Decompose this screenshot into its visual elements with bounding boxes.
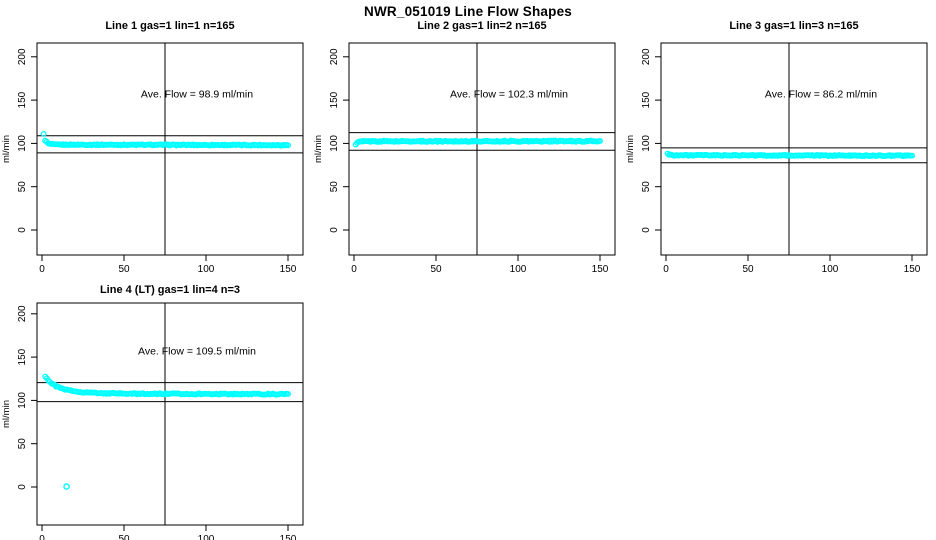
flow-point: [285, 391, 291, 397]
panel-title: Line 2 gas=1 lin=2 n=165: [417, 20, 546, 32]
y-tick-label: 0: [17, 227, 28, 233]
y-tick-label: 0: [641, 227, 652, 233]
panel-title: Line 4 (LT) gas=1 lin=4 n=3: [100, 284, 240, 296]
x-tick-label: 100: [198, 264, 215, 275]
plot-box: [36, 42, 304, 256]
y-tick-label: 0: [17, 484, 28, 490]
x-tick-label: 100: [510, 264, 527, 275]
panel-plot-4: Line 4 (LT) gas=1 lin=4 n=3 0 50 100 150 200 0…: [1, 284, 304, 540]
y-tick-label: 200: [641, 48, 652, 65]
panel-title: Line 1 gas=1 lin=1 n=165: [105, 20, 234, 32]
y-tick-label: 50: [17, 181, 28, 193]
x-tick-label: 0: [351, 264, 357, 275]
x-tick-label: 100: [198, 534, 215, 540]
data-points: [40, 131, 291, 149]
x-tick-label: 150: [904, 264, 921, 275]
y-tick-label: 200: [17, 48, 28, 65]
data-points: [42, 373, 291, 490]
x-tick-label: 50: [742, 264, 754, 275]
plot-box: [348, 42, 616, 256]
x-tick-label: 50: [118, 534, 130, 540]
flow-panel-4: Line 4 (LT) gas=1 lin=4 n=3 0 50 100 150 200 0…: [0, 282, 312, 540]
flow-point: [597, 137, 603, 144]
y-tick-label: 100: [17, 392, 28, 409]
flow-panel-3: Line 3 gas=1 lin=3 n=165 0 50 100 150 200 0 50 1…: [624, 16, 936, 285]
x-tick-label: 50: [430, 264, 442, 275]
plot-box: [36, 302, 304, 526]
flow-point: [285, 142, 291, 149]
x-tick-label: 50: [118, 264, 130, 275]
y-tick-label: 50: [329, 181, 340, 193]
y-axis-label: ml/min: [313, 135, 324, 163]
flow-point: [909, 152, 915, 159]
average-flow-label: Ave. Flow = 109.5 ml/min: [138, 346, 256, 358]
x-tick-label: 100: [822, 264, 839, 275]
panel-plot-2: Line 2 gas=1 lin=2 n=165 0 50 100 150 200 0 50 1…: [313, 20, 616, 275]
average-flow-label: Ave. Flow = 102.3 ml/min: [450, 89, 568, 101]
panel-title: Line 3 gas=1 lin=3 n=165: [729, 20, 858, 32]
y-tick-label: 200: [17, 305, 28, 322]
y-tick-label: 150: [17, 348, 28, 365]
panel-plot-1: Line 1 gas=1 lin=1 n=165 0 50 100 150 200 0 50 1…: [1, 20, 304, 275]
plot-box: [660, 42, 928, 256]
y-axis-label: ml/min: [1, 400, 12, 428]
panel-plot-3: Line 3 gas=1 lin=3 n=165 0 50 100 150 200 0 50 1…: [625, 20, 928, 275]
x-tick-label: 0: [39, 264, 45, 275]
average-flow-label: Ave. Flow = 98.9 ml/min: [141, 89, 253, 101]
flow-panel-1: Line 1 gas=1 lin=1 n=165 0 50 100 150 200 0 50 1…: [0, 16, 312, 285]
y-tick-label: 50: [641, 181, 652, 193]
x-tick-label: 150: [280, 534, 297, 540]
average-flow-label: Ave. Flow = 86.2 ml/min: [765, 89, 877, 101]
y-tick-label: 200: [329, 48, 340, 65]
data-points: [352, 137, 603, 148]
x-tick-label: 150: [280, 264, 297, 275]
flow-panel-2: Line 2 gas=1 lin=2 n=165 0 50 100 150 200 0 50 1…: [312, 16, 624, 285]
y-tick-label: 50: [17, 438, 28, 450]
main-title: NWR_051019 Line Flow Shapes: [364, 4, 572, 19]
y-axis-label: ml/min: [1, 135, 12, 163]
outlier-point: [63, 483, 70, 490]
y-tick-label: 150: [329, 91, 340, 108]
x-tick-label: 0: [663, 264, 669, 275]
y-axis-label: ml/min: [625, 135, 636, 163]
x-tick-label: 150: [592, 264, 609, 275]
y-tick-label: 150: [641, 91, 652, 108]
x-tick-label: 0: [39, 534, 45, 540]
y-tick-label: 100: [17, 135, 28, 152]
y-tick-label: 150: [17, 91, 28, 108]
y-tick-label: 100: [329, 135, 340, 152]
data-points: [664, 150, 915, 160]
y-tick-label: 100: [641, 135, 652, 152]
flow-point: [40, 131, 47, 137]
y-tick-label: 0: [329, 227, 340, 233]
